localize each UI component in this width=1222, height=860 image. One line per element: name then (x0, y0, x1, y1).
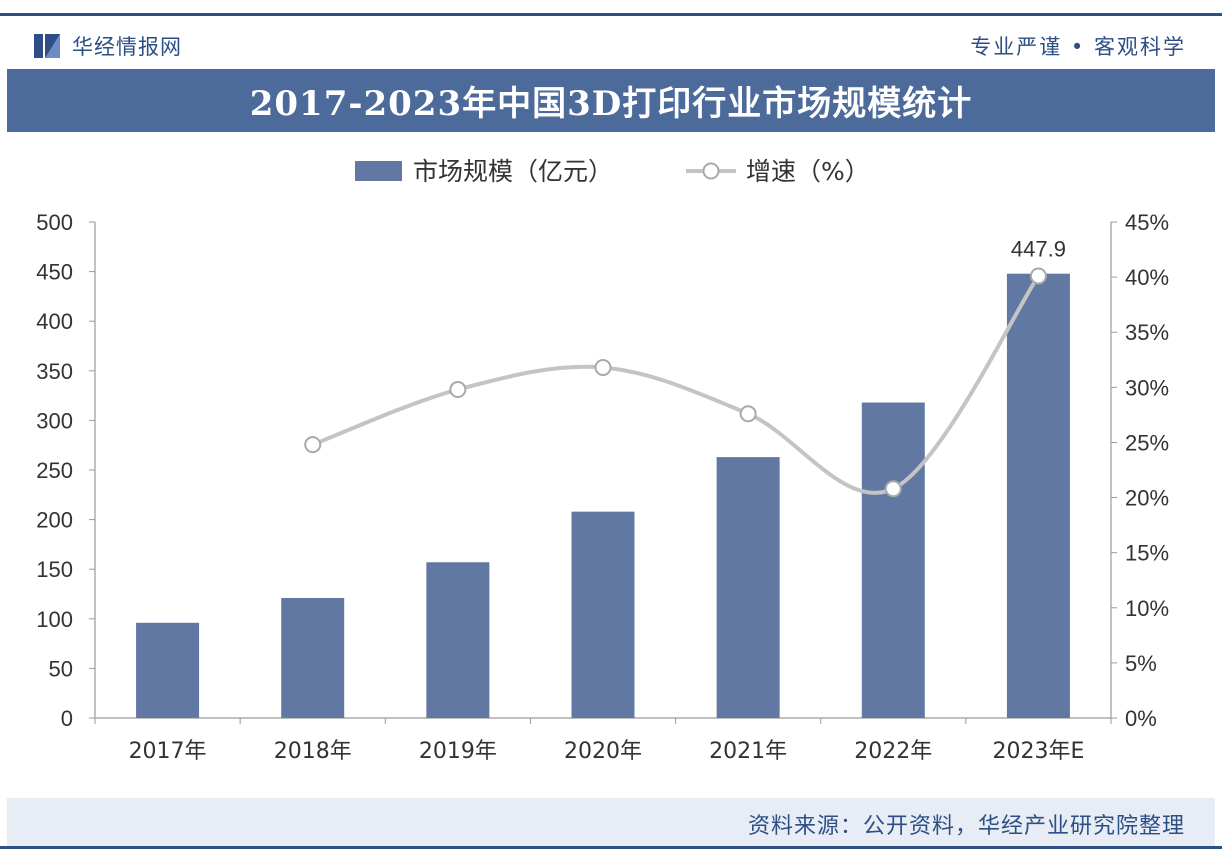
growth-point (449, 381, 467, 399)
y-left-tick-label: 250 (36, 458, 73, 483)
legend-label-bar: 市场规模（亿元） (413, 157, 613, 186)
y-right-tick-label: 35% (1125, 320, 1169, 345)
bar (136, 622, 200, 718)
y-right-tick-label: 20% (1125, 486, 1169, 511)
x-tick-label: 2020年 (564, 739, 642, 764)
logo-mark-icon (34, 34, 60, 58)
bar (426, 562, 490, 718)
growth-point (594, 358, 612, 376)
y-right-tick-label: 30% (1125, 375, 1169, 400)
title-bar: 2017-2023年中国3D打印行业市场规模统计 (7, 69, 1215, 132)
top-border-line (0, 13, 1222, 16)
y-left-tick-label: 150 (36, 557, 73, 582)
y-left-tick-label: 350 (36, 359, 73, 384)
x-tick-label: 2022年 (854, 739, 932, 764)
y-left-tick-label: 500 (36, 210, 73, 235)
y-left-tick-label: 400 (36, 309, 73, 334)
y-right-tick-label: 5% (1125, 651, 1157, 676)
logo-text: 华经情报网 (72, 35, 182, 59)
source-note: 资料来源：公开资料，华经产业研究院整理 (747, 814, 1185, 839)
logo: 华经情报网 (34, 31, 182, 61)
y-left-tick-label: 100 (36, 607, 73, 632)
y-right-tick-label: 45% (1125, 210, 1169, 235)
data-label: 447.9 (1011, 237, 1066, 262)
footer-bar: 资料来源：公开资料，华经产业研究院整理 (7, 798, 1215, 846)
y-right-tick-label: 0% (1125, 706, 1157, 731)
y-left-tick-label: 300 (36, 408, 73, 433)
x-tick-label: 2017年 (129, 739, 207, 764)
y-right-tick-label: 40% (1125, 265, 1169, 290)
y-right-tick-label: 10% (1125, 596, 1169, 621)
y-right-tick-label: 25% (1125, 430, 1169, 455)
growth-point (304, 436, 322, 454)
bottom-border-line (0, 846, 1222, 849)
legend-swatch-bar (355, 161, 402, 181)
growth-line (312, 274, 1041, 495)
growth-point (1029, 267, 1047, 285)
bar (571, 511, 635, 718)
bar (281, 597, 345, 718)
growth-point (739, 405, 757, 423)
x-tick-label: 2023年E (992, 739, 1084, 764)
x-tick-label: 2018年 (274, 739, 352, 764)
x-tick-label: 2021年 (709, 739, 787, 764)
legend-swatch-marker (702, 162, 720, 180)
bar (1006, 273, 1070, 718)
y-left-tick-label: 200 (36, 508, 73, 533)
bar (716, 457, 780, 718)
slogan: 专业严谨 • 客观科学 (970, 35, 1186, 59)
y-right-tick-label: 15% (1125, 541, 1169, 566)
growth-point (884, 480, 902, 498)
legend-label-line: 增速（%） (746, 157, 870, 186)
chart-title: 2017-2023年中国3D打印行业市场规模统计 (249, 84, 973, 124)
y-left-tick-label: 50 (49, 656, 73, 681)
y-left-tick-label: 0 (61, 706, 73, 731)
x-tick-label: 2019年 (419, 739, 497, 764)
bar (861, 402, 925, 718)
header: 华经情报网 专业严谨 • 客观科学 (0, 16, 1222, 68)
y-left-tick-label: 450 (36, 260, 73, 285)
